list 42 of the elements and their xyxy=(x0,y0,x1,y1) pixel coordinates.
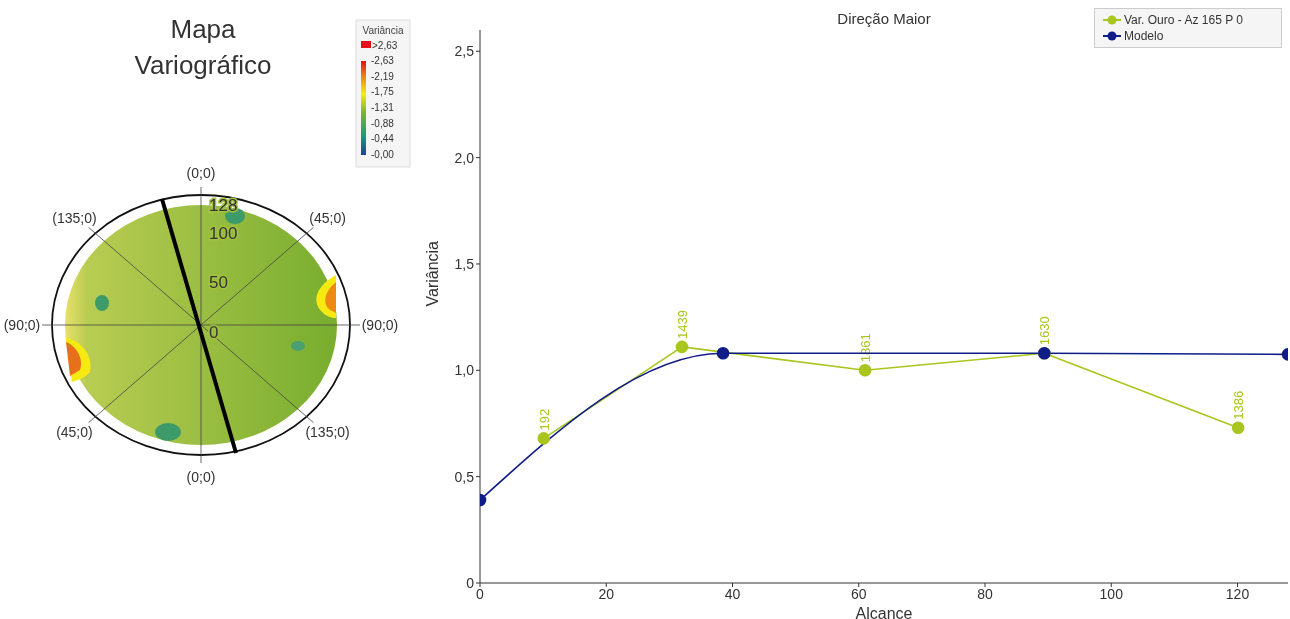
x-tick-label: 20 xyxy=(598,585,615,602)
text: -0,88 xyxy=(371,117,395,129)
category-label: (90;0) xyxy=(3,317,41,333)
text: -0,44 xyxy=(371,133,395,145)
annotation: 1439 xyxy=(675,309,690,339)
annotation: 192 xyxy=(536,408,552,431)
category-label: (135;0) xyxy=(52,209,97,226)
annotation: 1386 xyxy=(1231,390,1247,420)
x-tick-label: 60 xyxy=(850,585,867,602)
category-label: (0;0) xyxy=(186,165,216,181)
y-tick-label: 1,0 xyxy=(454,362,475,379)
text: -1,31 xyxy=(371,102,395,113)
category-label: (0;0) xyxy=(186,469,216,485)
x-tick-label: 80 xyxy=(977,585,993,602)
text: -2,63 xyxy=(371,55,395,66)
text: -0,00 xyxy=(371,149,395,160)
y-tick-label: 2,5 xyxy=(454,43,475,60)
text: -1,75 xyxy=(371,86,395,98)
category-label: (45;0) xyxy=(309,209,346,226)
text: 100 xyxy=(209,224,238,243)
x-axis-title: Alcance xyxy=(855,605,913,619)
legend-label: Var. Ouro - Az 165 P 0 xyxy=(1124,13,1243,27)
category-label: (135;0) xyxy=(305,424,350,441)
category-label: (45;0) xyxy=(56,424,93,441)
x-tick-label: 40 xyxy=(724,585,741,602)
legend-title: Variância xyxy=(362,25,404,36)
annotation: 1630 xyxy=(1037,316,1053,346)
chart-title: Direção Maior xyxy=(837,10,931,27)
x-tick-label: 120 xyxy=(1225,585,1250,602)
y-tick-label: 0 xyxy=(466,574,475,591)
text: -2,19 xyxy=(371,70,395,82)
text: Mapa Variográfico xyxy=(134,14,272,80)
y-tick-label: 2,0 xyxy=(454,149,475,166)
text: 50 xyxy=(209,273,228,292)
legend-label: Modelo xyxy=(1124,29,1164,43)
y-tick-label: 0,5 xyxy=(454,468,475,485)
category-label: (90;0) xyxy=(361,317,399,333)
text: 0 xyxy=(209,323,219,342)
y-tick-label: 1,5 xyxy=(454,255,475,272)
text: >2,63 xyxy=(372,40,398,51)
y-axis-title: Variância xyxy=(423,240,441,307)
x-tick-label: 100 xyxy=(1099,585,1124,602)
